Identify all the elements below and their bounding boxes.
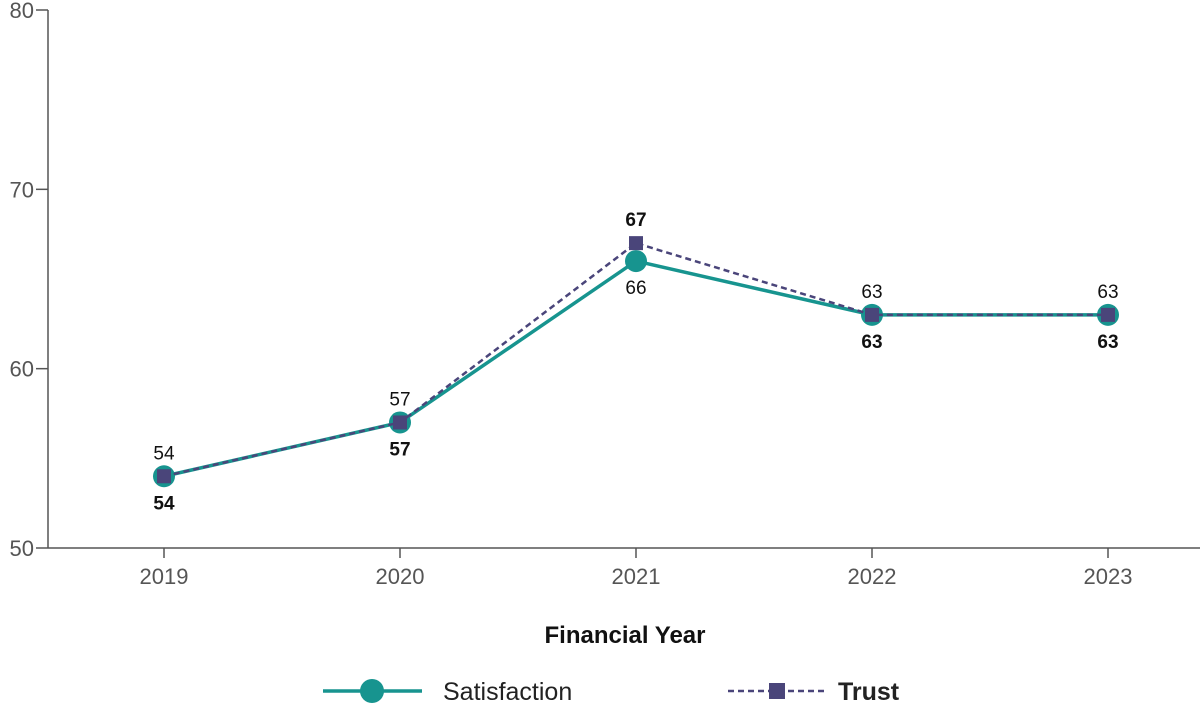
y-tick-label: 60 xyxy=(10,357,34,382)
trust-point xyxy=(629,236,643,251)
satisfaction-data-label: 63 xyxy=(861,282,882,303)
trust-data-label: 63 xyxy=(1097,332,1118,353)
trust-point xyxy=(393,415,407,430)
legend-swatch-trust-marker xyxy=(769,683,785,699)
satisfaction-point xyxy=(625,250,647,273)
x-tick-label: 2023 xyxy=(1084,564,1133,589)
trust-point xyxy=(865,307,879,322)
y-ticks: 50 60 70 80 xyxy=(10,0,48,561)
legend-label-satisfaction: Satisfaction xyxy=(443,678,572,706)
x-ticks: 2019 2020 2021 2022 2023 xyxy=(140,548,1133,589)
satisfaction-data-label: 57 xyxy=(389,389,410,410)
legend-swatch-satisfaction-marker xyxy=(360,679,384,703)
satisfaction-data-label: 66 xyxy=(625,278,646,299)
trust-data-label: 54 xyxy=(153,493,175,514)
series-line-trust xyxy=(163,241,1108,478)
x-tick-label: 2022 xyxy=(848,564,897,589)
y-tick-label: 70 xyxy=(10,177,34,202)
trust-data-label: 63 xyxy=(861,332,882,353)
y-tick-label: 80 xyxy=(10,0,34,23)
trust-point xyxy=(157,469,171,484)
axes xyxy=(47,10,1200,549)
series-layer xyxy=(153,236,1119,488)
trust-data-label: 57 xyxy=(389,439,410,460)
trust-point xyxy=(1101,307,1115,322)
x-tick-label: 2021 xyxy=(612,564,661,589)
x-axis-title: Financial Year xyxy=(545,622,706,649)
trust-data-label: 67 xyxy=(625,210,646,231)
legend-label-trust: Trust xyxy=(838,678,900,706)
satisfaction-data-label: 63 xyxy=(1097,282,1118,303)
x-tick-label: 2019 xyxy=(140,564,189,589)
data-labels: 54 54 57 57 66 67 63 63 63 63 xyxy=(153,210,1118,514)
y-tick-label: 50 xyxy=(10,536,34,561)
satisfaction-data-label: 54 xyxy=(153,443,175,464)
legend: Satisfaction Trust xyxy=(323,678,900,706)
x-tick-label: 2020 xyxy=(376,564,425,589)
